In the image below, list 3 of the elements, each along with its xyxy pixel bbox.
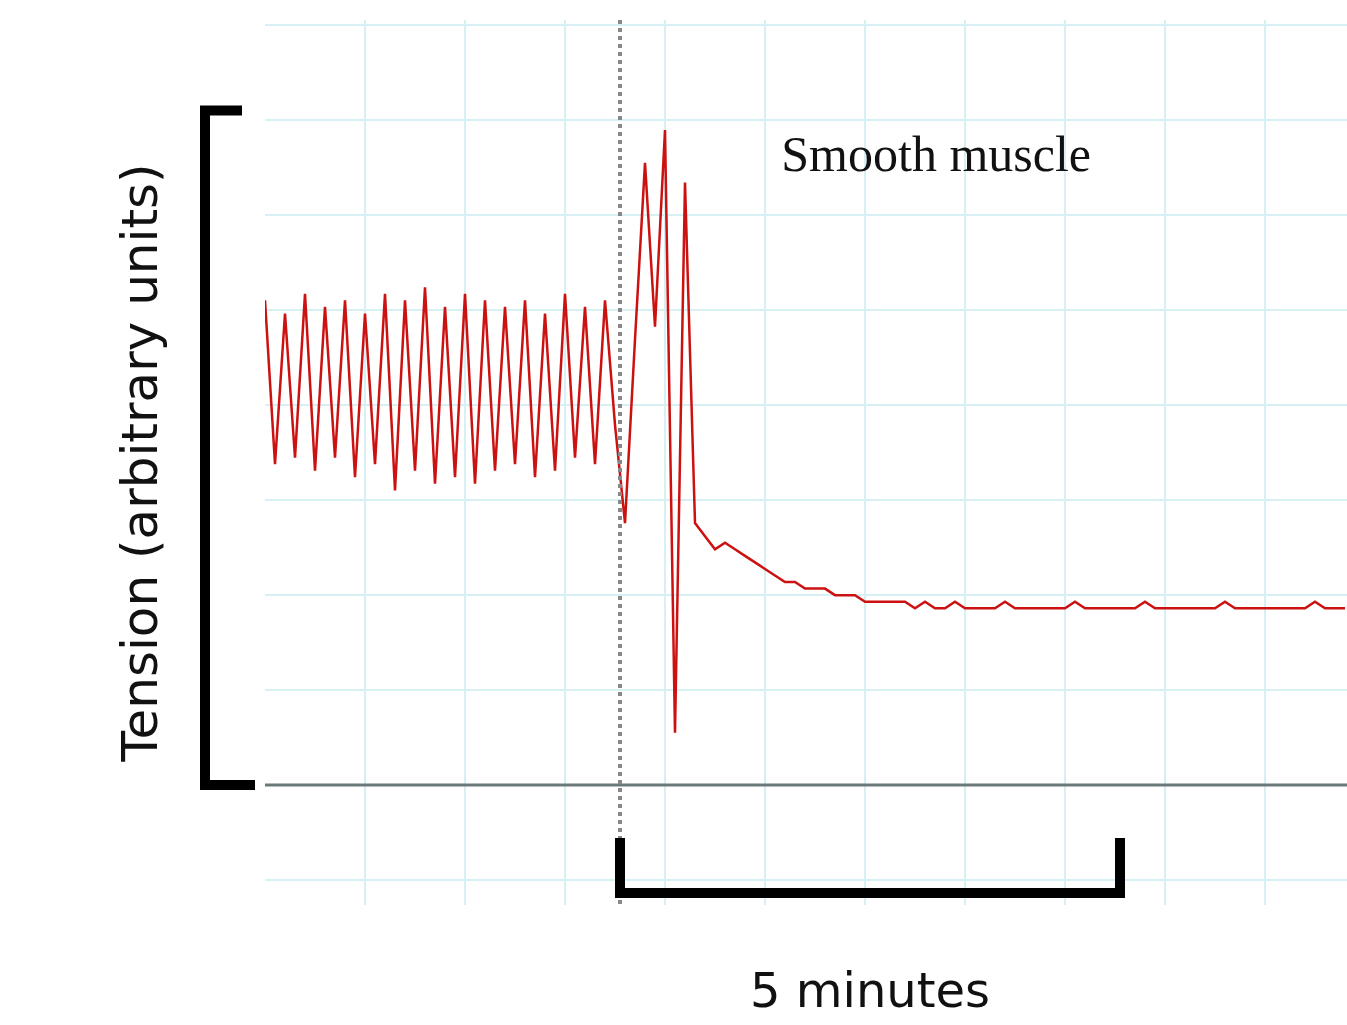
chart-title: Smooth muscle xyxy=(781,126,1092,183)
text: 5 minutes xyxy=(750,962,991,1018)
y-axis-title: Tension (arbitrary units) xyxy=(111,163,169,763)
